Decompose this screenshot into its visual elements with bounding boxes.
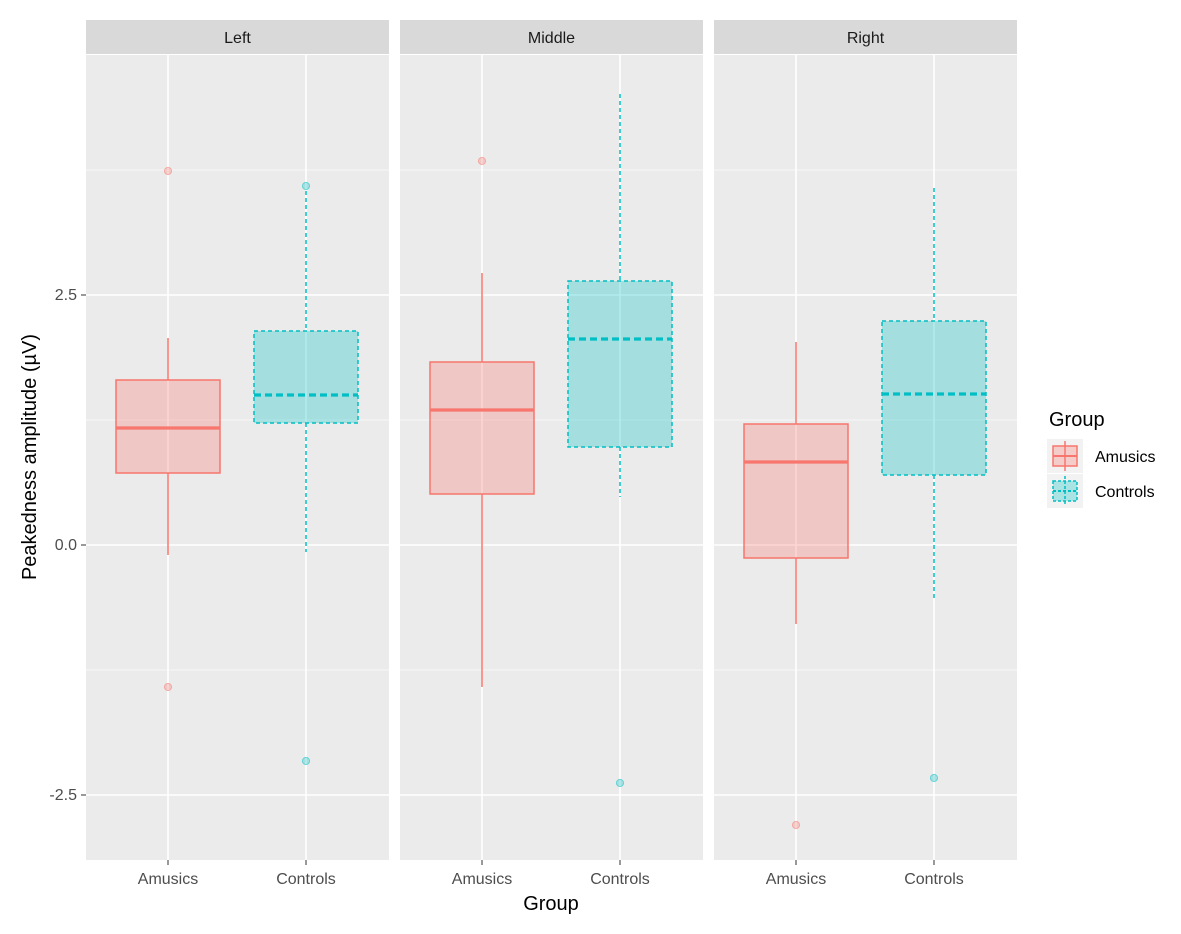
x-axis-title: Group: [523, 893, 579, 915]
outlier-point: [929, 773, 939, 783]
box-iqr: [743, 423, 849, 559]
outlier-point: [301, 181, 311, 191]
box-amusics: [429, 156, 535, 687]
facet-panels: Left Amusics Controls Middle Amusics Controls…: [86, 20, 1017, 888]
box-controls: [881, 188, 987, 783]
outlier-point: [791, 820, 801, 830]
outlier-point: [301, 756, 311, 766]
box-iqr: [881, 320, 987, 476]
facet-strip: [714, 20, 1017, 54]
y-tick-label: 2.5: [55, 287, 77, 304]
box-amusics: [115, 166, 221, 692]
legend-entry-label: Amusics: [1095, 449, 1155, 466]
box-iqr: [429, 361, 535, 495]
legend-entry-controls: Controls: [1047, 474, 1155, 508]
y-tick-label: 0.0: [55, 537, 77, 554]
x-tick-label: Amusics: [452, 871, 512, 888]
facet-panel-left: Left Amusics Controls: [86, 20, 389, 888]
box-iqr: [253, 330, 359, 424]
x-tick-label: Controls: [276, 871, 336, 888]
y-tick-label: -2.5: [49, 787, 77, 804]
facet-strip-label: Right: [847, 30, 885, 47]
panel-background: [86, 55, 389, 860]
legend-title: Group: [1049, 409, 1105, 431]
y-axis: -2.5 0.0 2.5: [49, 287, 86, 804]
x-tick-label: Controls: [904, 871, 964, 888]
facet-strip-label: Left: [224, 30, 251, 47]
box-amusics: [743, 342, 849, 830]
box-controls: [253, 181, 359, 766]
facet-panel-middle: Middle Amusics Controls: [400, 20, 703, 888]
x-tick-label: Controls: [590, 871, 650, 888]
x-tick-label: Amusics: [138, 871, 198, 888]
outlier-point: [615, 778, 625, 788]
facet-strip: [400, 20, 703, 54]
facet-strip-label: Middle: [528, 30, 575, 47]
legend-entry-amusics: Amusics: [1047, 439, 1155, 473]
outlier-point: [163, 166, 173, 176]
panel-background: [714, 55, 1017, 860]
legend: Group Amusics Controls: [1047, 409, 1155, 508]
panel-background: [400, 55, 703, 860]
legend-entry-label: Controls: [1095, 484, 1155, 501]
outlier-point: [163, 682, 173, 692]
box-controls: [567, 94, 673, 788]
facet-strip: [86, 20, 389, 54]
x-tick-label: Amusics: [766, 871, 826, 888]
y-axis-title: Peakedness amplitude (µV): [19, 334, 41, 580]
facet-panel-right: Right Amusics Controls: [714, 20, 1017, 888]
outlier-point: [477, 156, 487, 166]
box-iqr: [567, 280, 673, 448]
